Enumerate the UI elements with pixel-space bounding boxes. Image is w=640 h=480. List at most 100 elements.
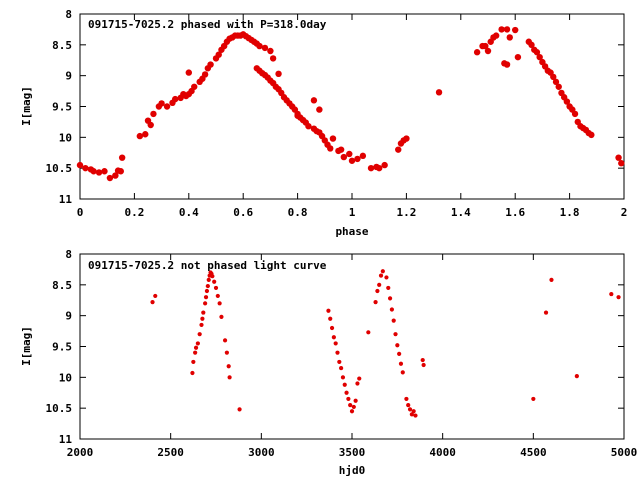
data-point (201, 71, 209, 78)
data-point (359, 152, 367, 160)
x-tick-label: 1 (349, 206, 356, 219)
data-point (224, 350, 229, 355)
data-point (373, 300, 378, 305)
data-point (95, 169, 103, 176)
data-point (346, 396, 351, 402)
data-point (366, 330, 371, 335)
y-tick-label: 9.5 (52, 341, 72, 354)
data-point (337, 146, 345, 153)
data-point (193, 345, 199, 350)
y-axis-label: I[mag] (20, 86, 33, 126)
data-point (310, 97, 318, 104)
data-points (150, 269, 621, 418)
x-tick-label: 3500 (339, 446, 366, 459)
x-tick-label: 1.8 (560, 206, 580, 219)
y-tick-label: 10.5 (46, 162, 73, 175)
data-point (543, 310, 549, 315)
x-tick-label: 0.2 (124, 206, 144, 219)
x-tick-label: 1.4 (451, 206, 471, 219)
data-point (267, 47, 274, 55)
data-point (351, 404, 356, 410)
data-point (226, 364, 231, 369)
data-point (512, 26, 519, 34)
data-point (528, 41, 535, 49)
data-point (203, 301, 208, 306)
data-point (367, 164, 375, 172)
data-point (329, 135, 337, 142)
data-point (90, 168, 97, 175)
data-point (473, 49, 481, 56)
x-tick-label: 5000 (611, 446, 638, 459)
data-point (294, 112, 301, 119)
data-point (185, 69, 192, 76)
data-point (339, 365, 344, 371)
data-point (536, 53, 543, 61)
data-point (340, 153, 348, 161)
data-point (393, 332, 398, 337)
data-point (344, 390, 349, 395)
data-point (150, 300, 155, 305)
y-tick-label: 10 (59, 371, 72, 384)
x-tick-label: 4000 (429, 446, 456, 459)
data-point (407, 407, 413, 412)
data-point (492, 32, 500, 39)
data-point (571, 110, 579, 118)
data-point (217, 301, 222, 306)
data-point (163, 103, 171, 110)
y-tick-label: 11 (59, 193, 73, 206)
data-point (213, 285, 219, 291)
data-point (204, 288, 210, 294)
data-point (389, 307, 394, 312)
data-point (615, 154, 622, 161)
data-point (588, 131, 595, 139)
data-point (403, 135, 410, 142)
data-point (326, 308, 331, 313)
data-point (340, 375, 346, 380)
y-tick-label: 9 (65, 70, 72, 83)
y-axis-label: I[mag] (20, 326, 33, 366)
data-point (349, 409, 355, 414)
data-point (342, 382, 347, 387)
data-point (503, 61, 511, 68)
data-point (380, 269, 385, 274)
data-point (353, 398, 358, 403)
data-point (533, 49, 541, 56)
data-point (200, 316, 205, 321)
data-point (212, 279, 217, 284)
x-axis-label: hjd0 (339, 464, 366, 477)
data-point (201, 310, 206, 315)
data-point (327, 145, 334, 152)
data-point (395, 146, 402, 153)
data-point (411, 409, 416, 414)
data-point (550, 73, 557, 81)
data-point (549, 277, 554, 282)
data-point (222, 338, 228, 343)
data-point (190, 370, 195, 376)
x-tick-label: 0.6 (233, 206, 253, 219)
data-point (406, 402, 411, 408)
data-point (136, 132, 144, 140)
data-point (420, 357, 425, 363)
data-point (335, 350, 340, 355)
data-point (503, 26, 511, 33)
data-point (106, 174, 114, 182)
data-point (552, 78, 560, 86)
data-point (142, 131, 149, 138)
data-point (413, 413, 418, 418)
data-point (498, 26, 505, 33)
data-point (305, 123, 312, 130)
x-tick-label: 3000 (248, 446, 275, 459)
data-point (484, 47, 492, 55)
y-tick-label: 10.5 (46, 402, 73, 415)
data-point (337, 359, 342, 365)
x-tick-label: 0.4 (179, 206, 199, 219)
data-point (333, 341, 338, 346)
data-point (158, 100, 165, 107)
data-point (261, 44, 269, 52)
data-point (195, 341, 200, 346)
data-point (346, 150, 353, 158)
data-point (82, 164, 89, 172)
data-point (377, 282, 382, 287)
y-tick-label: 8.5 (52, 39, 72, 52)
x-tick-label: 2500 (157, 446, 184, 459)
